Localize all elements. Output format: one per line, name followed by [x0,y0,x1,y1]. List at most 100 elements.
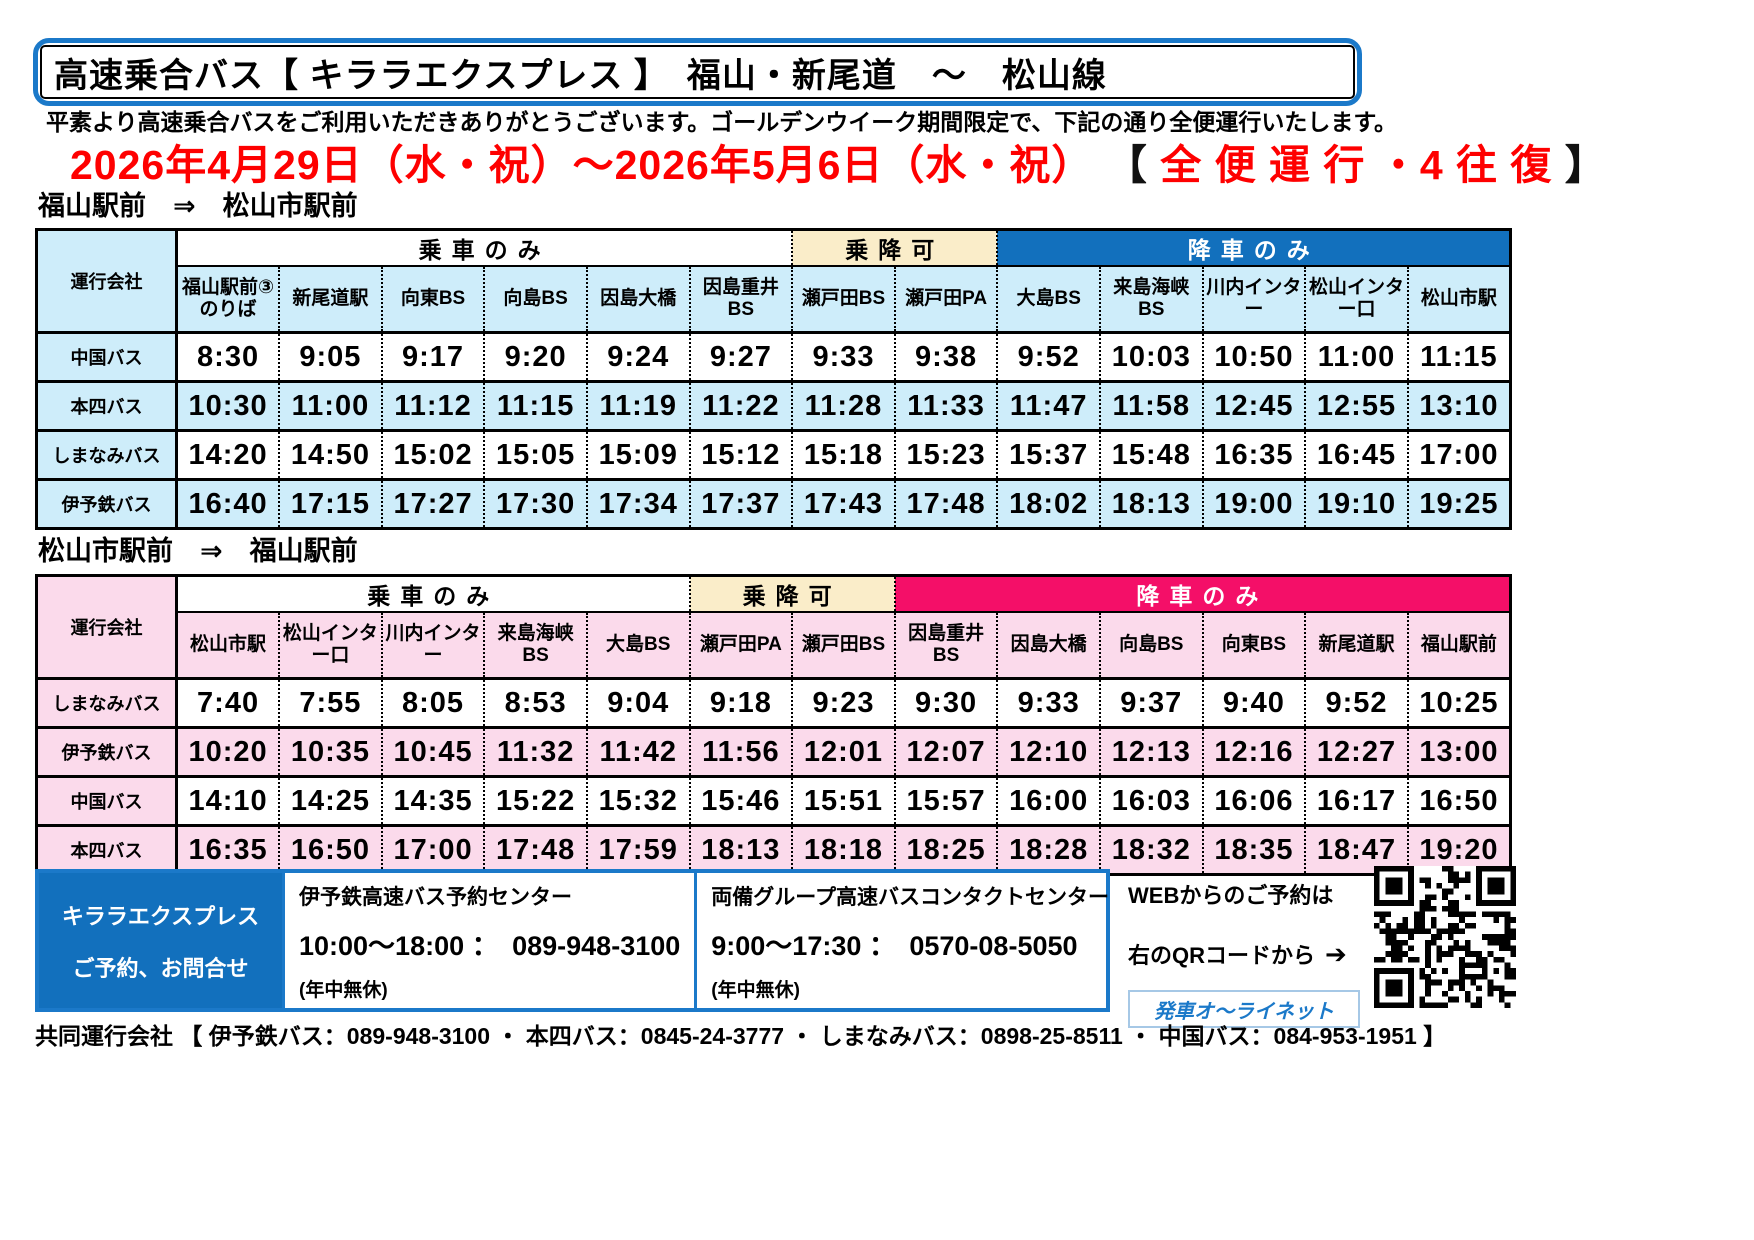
timetable-outbound: 運行会社 乗車のみ 乗降可 降車のみ 福山駅前③のりば 新尾道駅 向東BS 向島BS 因島大橋因… [35,228,1512,530]
station-header: 来島海峡BS [483,612,587,680]
station-header: 因島大橋 [996,612,1100,680]
time-cell: 17:00 [380,824,485,875]
time-cell: 8:53 [483,677,587,728]
time-cell: 18:35 [1201,824,1306,875]
time-cell: 11:00 [1304,331,1408,382]
company-cell: 中国バス [36,775,178,826]
contact-center-hours-phone: 10:00～18:00 ： 089-948-3100 [299,930,681,961]
right-arrow-icon: ➔ [1325,939,1347,969]
contact-center-note: (年中無休) [299,980,388,1001]
time-cell: 14:20 [175,429,280,480]
time-cell: 16:35 [1201,429,1306,480]
time-cell: 17:43 [791,478,895,529]
time-cell: 16:35 [175,824,280,875]
time-cell: 7:55 [278,677,382,728]
time-cell: 19:10 [1304,478,1408,529]
web-line1: WEBからのご予約は [1128,883,1334,908]
station-header: 因島重井BS [688,266,793,334]
time-cell: 18:18 [791,824,895,875]
time-cell: 9:17 [380,331,485,382]
time-cell: 9:23 [791,677,895,728]
time-cell: 15:37 [996,429,1100,480]
direction-label-outbound: 福山駅前 ⇒ 松山市駅前 [38,191,358,221]
company-cell: 伊予鉄バス [36,726,178,777]
contact-center-ryobi: 両備グループ高速バスコンタクトセンター 9:00～17:30 ： 0570-08… [694,873,1123,1008]
time-cell: 11:19 [585,380,690,431]
time-cell: 18:13 [688,824,793,875]
station-header: 大島BS [996,266,1100,334]
time-cell: 9:52 [996,331,1100,382]
time-cell: 17:30 [483,478,587,529]
contact-center-name: 伊予鉄高速バス予約センター [299,886,572,909]
time-cell: 15:12 [688,429,793,480]
station-header: 松山インター口 [278,612,382,680]
time-cell: 9:33 [996,677,1100,728]
boarding-group-header: 降車のみ [996,229,1511,267]
time-cell: 15:51 [791,775,895,826]
time-cell: 9:20 [483,331,587,382]
time-cell: 15:32 [585,775,690,826]
time-cell: 9:24 [585,331,690,382]
time-cell: 9:40 [1201,677,1306,728]
station-header: 向東BS [1201,612,1306,680]
contact-box: キララエクスプレス ご予約、お問合せ 伊予鉄高速バス予約センター 10:00～1… [35,869,1110,1012]
time-cell: 11:47 [996,380,1100,431]
time-cell: 10:30 [175,380,280,431]
time-cell: 9:04 [585,677,690,728]
time-cell: 11:15 [483,380,587,431]
station-header: 瀬戸田PA [688,612,793,680]
time-cell: 17:37 [688,478,793,529]
station-header: 新尾道駅 [278,266,382,334]
time-cell: 15:18 [791,429,895,480]
time-cell: 8:30 [175,331,280,382]
greeting-text: 平素より高速乗合バスをご利用いただきありがとうございます。ゴールデンウイーク期間… [46,109,1398,135]
time-cell: 16:03 [1098,775,1203,826]
station-header: 因島重井BS [893,612,998,680]
brand-subtitle: ご予約、お問合せ [72,955,249,981]
time-cell: 9:37 [1098,677,1203,728]
contact-center-iyotetsu: 伊予鉄高速バス予約センター 10:00～18:00 ： 089-948-3100… [282,873,694,1008]
time-cell: 13:10 [1406,380,1511,431]
time-cell: 11:22 [688,380,793,431]
time-cell: 12:16 [1201,726,1306,777]
station-header: 福山駅前③のりば [175,266,280,334]
time-cell: 17:00 [1406,429,1511,480]
time-cell: 13:00 [1406,726,1511,777]
station-header: 来島海峡BS [1098,266,1203,334]
time-cell: 10:03 [1098,331,1203,382]
time-cell: 16:50 [278,824,382,875]
time-cell: 15:46 [688,775,793,826]
time-cell: 9:27 [688,331,793,382]
time-cell: 15:23 [893,429,998,480]
time-cell: 12:01 [791,726,895,777]
time-cell: 15:48 [1098,429,1203,480]
station-header: 向島BS [483,266,587,334]
time-cell: 17:48 [483,824,587,875]
time-cell: 15:05 [483,429,587,480]
boarding-group-header: 乗降可 [688,575,895,613]
time-cell: 9:18 [688,677,793,728]
timetable-inbound: 運行会社 乗車のみ 乗降可 降車のみ 松山市駅 松山インター口 川内インター 来島海峡BS 大島… [35,574,1512,876]
time-cell: 9:52 [1304,677,1408,728]
time-cell: 15:09 [585,429,690,480]
time-cell: 11:56 [688,726,793,777]
time-cell: 16:45 [1304,429,1408,480]
time-cell: 10:50 [1201,331,1306,382]
time-cell: 17:34 [585,478,690,529]
company-cell: しまなみバス [36,429,178,480]
service-period-line: 2026年4月29日（水・祝）～2026年5月6日（水・祝） 【 全 便 運 行… [70,131,1607,191]
station-header: 大島BS [585,612,690,680]
time-cell: 10:45 [380,726,485,777]
time-cell: 18:47 [1304,824,1408,875]
page-title: 高速乗合バス【 キララエクスプレス 】 福山・新尾道 ～ 松山線 [54,56,1107,95]
time-cell: 16:06 [1201,775,1306,826]
station-header: 松山市駅 [175,612,280,680]
station-header: 向島BS [1098,612,1203,680]
contact-center-name: 両備グループ高速バスコンタクトセンター [711,886,1110,909]
company-cell: しまなみバス [36,677,178,728]
company-cell: 伊予鉄バス [36,478,178,529]
time-cell: 18:13 [1098,478,1203,529]
brand-name: キララエクスプレス [61,903,260,929]
station-header: 瀬戸田PA [893,266,998,334]
time-cell: 16:50 [1406,775,1511,826]
